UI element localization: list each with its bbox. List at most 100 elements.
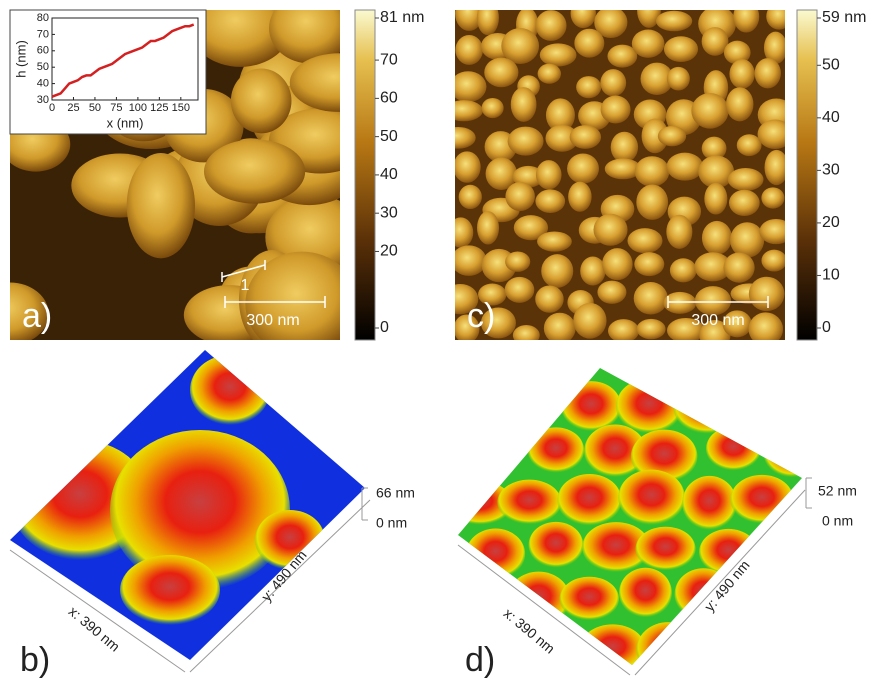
- grain: [574, 29, 604, 58]
- grain: [658, 126, 686, 146]
- panel-label: d): [465, 641, 495, 679]
- grain: [702, 221, 732, 255]
- blob: [528, 427, 584, 473]
- grain: [726, 87, 753, 121]
- grain: [627, 228, 662, 253]
- blob: [616, 379, 682, 434]
- grain: [761, 187, 784, 208]
- panel-label: b): [20, 641, 50, 679]
- x-tick-label: 100: [129, 102, 147, 114]
- grain: [453, 151, 480, 182]
- profile-label: 1: [241, 277, 250, 294]
- x-tick-label: 75: [110, 102, 122, 114]
- grain: [451, 245, 487, 276]
- blob: [618, 470, 685, 526]
- y-tick-label: 80: [37, 12, 49, 24]
- z-label: 52 nm: [818, 483, 857, 499]
- grain: [634, 252, 664, 276]
- grain: [573, 303, 606, 339]
- grain: [505, 182, 535, 211]
- grain: [450, 71, 487, 102]
- grain: [477, 1, 499, 36]
- panel-label: a): [22, 297, 52, 335]
- x-tick-label: 50: [89, 102, 101, 114]
- blob: [764, 428, 820, 478]
- x-tick-label: 25: [67, 102, 79, 114]
- grain: [656, 11, 692, 32]
- grain: [540, 43, 577, 66]
- grain: [667, 67, 690, 91]
- scale-label: 300 nm: [246, 312, 299, 329]
- z-label: 0 nm: [822, 513, 853, 529]
- grain: [635, 156, 670, 187]
- blob: [691, 623, 758, 676]
- grain: [535, 189, 565, 213]
- grain: [127, 153, 195, 258]
- grain: [537, 231, 572, 251]
- y-tick-label: 70: [37, 28, 49, 40]
- grain: [511, 87, 537, 122]
- grain: [755, 58, 781, 88]
- grain: [567, 154, 599, 184]
- colorbar-label: 60: [380, 90, 398, 107]
- grain: [691, 93, 728, 129]
- colorbar-label: 59 nm: [822, 9, 866, 26]
- x-axis-label: x: 390 nm: [501, 605, 558, 657]
- blob: [738, 383, 791, 430]
- grain: [667, 153, 704, 181]
- grain: [636, 184, 668, 219]
- blob: [561, 381, 621, 432]
- grain: [536, 160, 562, 189]
- grain: [231, 68, 292, 133]
- grain: [761, 250, 786, 272]
- grain: [634, 282, 668, 315]
- grain: [535, 285, 563, 312]
- grain: [535, 10, 566, 41]
- y-tick-label: 30: [37, 94, 49, 106]
- grain: [508, 127, 544, 156]
- x-tick-label: 0: [49, 102, 55, 114]
- grain: [448, 217, 473, 247]
- colorbar-label: 30: [380, 204, 398, 221]
- grain: [576, 76, 601, 98]
- blob: [754, 623, 820, 669]
- grain: [728, 168, 764, 191]
- grain: [580, 257, 605, 286]
- grain: [541, 254, 573, 288]
- y-tick-label: 40: [37, 78, 49, 90]
- blob: [560, 577, 619, 621]
- blob: [505, 379, 558, 427]
- x-tick-label: 125: [150, 102, 168, 114]
- x-axis-label: x (nm): [107, 115, 144, 130]
- grain: [600, 69, 626, 96]
- colorbar-label: 0: [822, 319, 831, 336]
- blob: [635, 527, 695, 571]
- grain: [601, 96, 631, 124]
- grain: [245, 252, 358, 356]
- grain: [441, 127, 476, 149]
- grain: [597, 281, 626, 304]
- grain: [611, 132, 638, 163]
- colorbar-label: 20: [380, 243, 398, 260]
- grain: [749, 312, 783, 345]
- grain: [733, 1, 759, 33]
- blob: [440, 379, 502, 428]
- grain: [505, 252, 530, 272]
- grain: [538, 64, 561, 84]
- grain: [737, 134, 762, 156]
- grain: [730, 222, 764, 258]
- grain: [482, 98, 504, 118]
- colorbar-label: 50: [380, 128, 398, 145]
- grain: [570, 125, 601, 149]
- grain: [544, 313, 576, 344]
- colorbar-c: [797, 10, 817, 340]
- grain: [445, 100, 483, 121]
- blob: [580, 624, 646, 673]
- grain: [758, 120, 793, 149]
- y-tick-label: 60: [37, 45, 49, 57]
- blob: [497, 480, 561, 525]
- grain: [695, 286, 731, 315]
- grain: [729, 190, 760, 216]
- grain: [505, 277, 535, 303]
- grain: [477, 211, 499, 244]
